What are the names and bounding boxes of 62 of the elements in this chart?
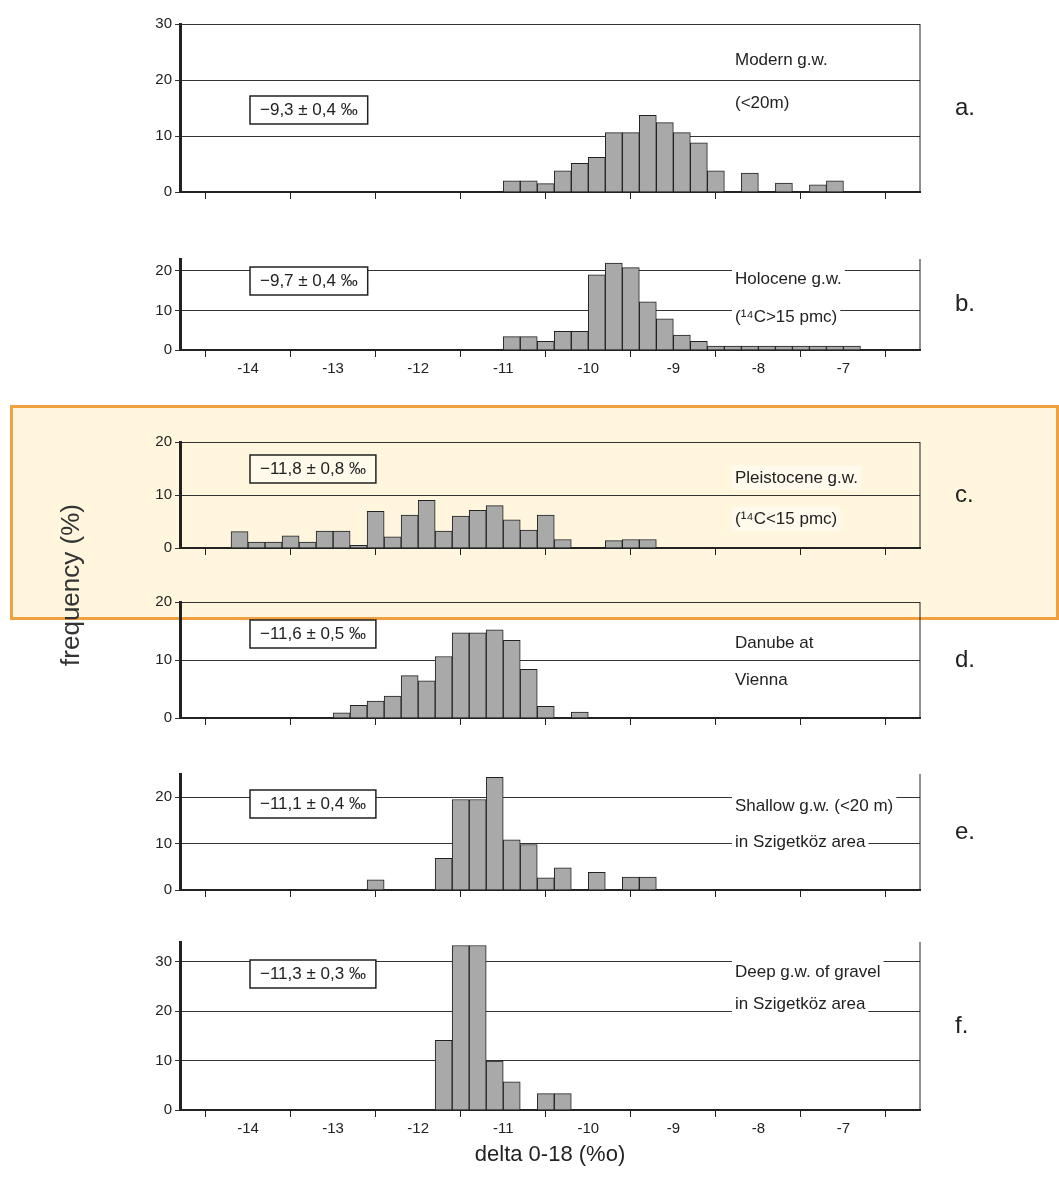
x-tick-label: -12 (407, 1119, 429, 1137)
annotation: −11,1 ± 0,4 ‰ (260, 793, 366, 813)
x-tick-label: -7 (836, 1119, 851, 1137)
x-tick-label: -13 (322, 1119, 344, 1137)
y-tick-label: 20 (155, 787, 172, 805)
y-tick-label: 10 (155, 1050, 172, 1068)
y-tick-label: 0 (163, 1100, 172, 1118)
x-tick-label: -8 (751, 359, 766, 377)
annotation: in Szigetköz area (735, 831, 866, 851)
x-tick-label: -11 (492, 359, 514, 377)
annotation: −11,3 ± 0,3 ‰ (260, 963, 366, 983)
x-tick-label: -12 (407, 359, 429, 377)
annotation: −9,3 ± 0,4 ‰ (260, 99, 358, 119)
y-tick-label: 10 (155, 650, 172, 668)
annotation: Pleistocene g.w. (735, 467, 858, 487)
text: b. (955, 289, 976, 317)
y-tick-label: 0 (163, 880, 172, 898)
x-axis-title: delta 0-18 (%o) (474, 1140, 626, 1166)
annotation: Modern g.w. (735, 49, 828, 69)
y-tick-label: 20 (155, 432, 172, 450)
annotation: Danube at (735, 632, 814, 652)
x-tick-label: -9 (666, 1119, 681, 1137)
annotation: (¹⁴C>15 pmc) (735, 306, 838, 326)
annotation: Deep g.w. of gravel (735, 961, 881, 981)
annotation: Holocene g.w. (735, 268, 842, 288)
y-tick-label: 10 (155, 833, 172, 851)
y-tick-label: 20 (155, 261, 172, 279)
x-tick-label: -13 (322, 359, 344, 377)
annotation: (<20m) (735, 92, 790, 112)
annotation: in Szigetköz area (735, 993, 866, 1013)
y-tick-label: 0 (163, 340, 172, 358)
annotation: −9,7 ± 0,4 ‰ (260, 270, 358, 290)
text: f. (955, 1010, 969, 1038)
x-tick-label: -14 (237, 359, 259, 377)
annotation: −11,6 ± 0,5 ‰ (260, 623, 366, 643)
x-tick-label: -7 (836, 359, 851, 377)
x-tick-label: -11 (492, 1119, 514, 1137)
annotation: (¹⁴C<15 pmc) (735, 508, 838, 528)
annotation: Vienna (735, 669, 789, 689)
x-tick-label: -10 (577, 359, 600, 377)
y-axis-title: frequency (%) (54, 504, 86, 666)
y-tick-label: 20 (155, 70, 172, 88)
y-tick-label: 20 (155, 592, 172, 610)
text: c. (955, 479, 974, 507)
y-tick-label: 20 (155, 1001, 172, 1019)
y-tick-label: 10 (155, 126, 172, 144)
y-tick-label: 0 (163, 182, 172, 200)
y-tick-label: 10 (155, 485, 172, 503)
y-tick-label: 0 (163, 538, 172, 556)
x-tick-label: -14 (237, 1119, 259, 1137)
annotation: −11,8 ± 0,8 ‰ (260, 458, 366, 478)
annotation: Shallow g.w. (<20 m) (735, 795, 894, 815)
x-tick-label: -9 (666, 359, 681, 377)
text: e. (955, 816, 976, 844)
text: d. (955, 644, 976, 672)
x-tick-label: -10 (577, 1119, 600, 1137)
y-tick-label: 0 (163, 708, 172, 726)
y-tick-label: 10 (155, 300, 172, 318)
x-tick-label: -8 (751, 1119, 766, 1137)
y-tick-label: 30 (155, 951, 172, 969)
text: a. (955, 92, 976, 120)
y-tick-label: 30 (155, 14, 172, 32)
